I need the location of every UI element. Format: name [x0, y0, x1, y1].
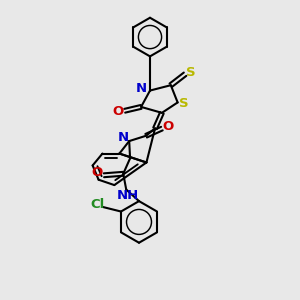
Text: O: O: [112, 105, 124, 118]
Text: O: O: [92, 167, 103, 179]
Text: S: S: [179, 97, 189, 110]
Text: N: N: [136, 82, 147, 95]
Text: NH: NH: [117, 189, 139, 202]
Text: Cl: Cl: [90, 198, 104, 211]
Text: O: O: [162, 120, 173, 133]
Text: S: S: [186, 66, 195, 79]
Text: N: N: [118, 131, 129, 144]
